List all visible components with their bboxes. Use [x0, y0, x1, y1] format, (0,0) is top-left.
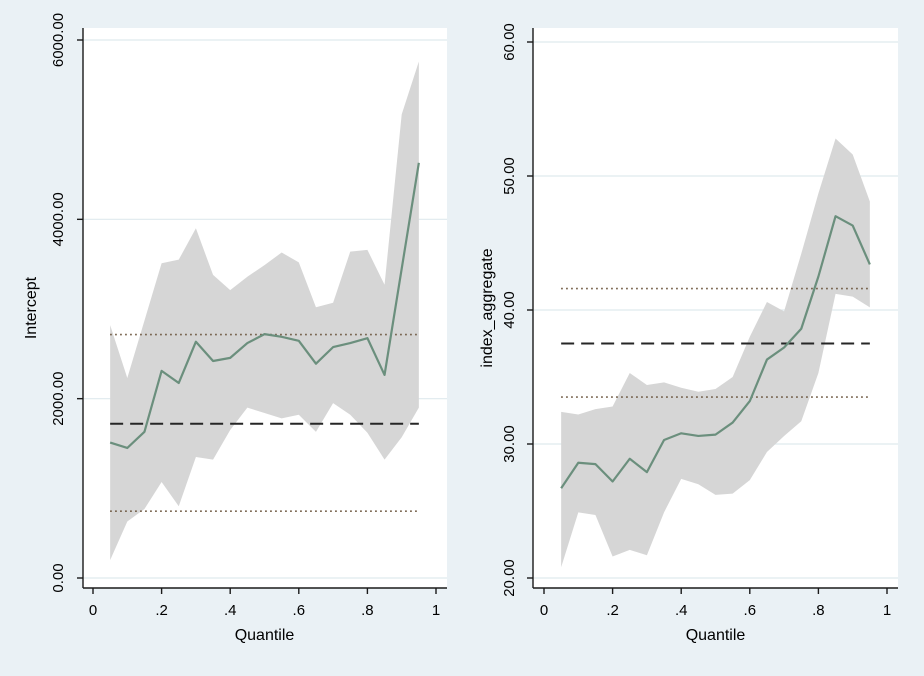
x-tick-label: .8 [361, 602, 374, 619]
x-tick-label: .6 [293, 602, 306, 619]
x-tick-label: .8 [812, 602, 825, 619]
y-tick-label: 4000.00 [50, 192, 67, 246]
y-tick-label: 0.00 [50, 563, 67, 592]
y-tick-label: 50.00 [501, 157, 518, 195]
x-axis-title: Quantile [235, 627, 295, 644]
x-tick-label: 1 [883, 602, 891, 619]
y-tick-label: 60.00 [501, 23, 518, 61]
x-tick-label: 0 [89, 602, 97, 619]
x-tick-label: .4 [675, 602, 688, 619]
quantile-estimate-line [109, 162, 420, 450]
y-tick-label: 20.00 [501, 559, 518, 597]
y-tick-label: 40.00 [501, 291, 518, 329]
x-tick-label: .2 [155, 602, 168, 619]
y-tick-label: 2000.00 [50, 372, 67, 426]
x-tick-label: .6 [744, 602, 757, 619]
confidence-band [561, 138, 870, 568]
x-axis-title: Quantile [686, 627, 746, 644]
x-tick-label: 0 [540, 602, 548, 619]
y-tick-label: 6000.00 [50, 13, 67, 67]
y-axis-title: Intercept [23, 276, 40, 339]
y-tick-label: 30.00 [501, 425, 518, 463]
x-tick-label: .2 [606, 602, 619, 619]
quantile-estimate-line [560, 215, 871, 489]
x-tick-label: 1 [432, 602, 440, 619]
x-tick-label: .4 [224, 602, 237, 619]
confidence-band [110, 61, 419, 561]
y-axis-title: index_aggregate [479, 248, 496, 367]
